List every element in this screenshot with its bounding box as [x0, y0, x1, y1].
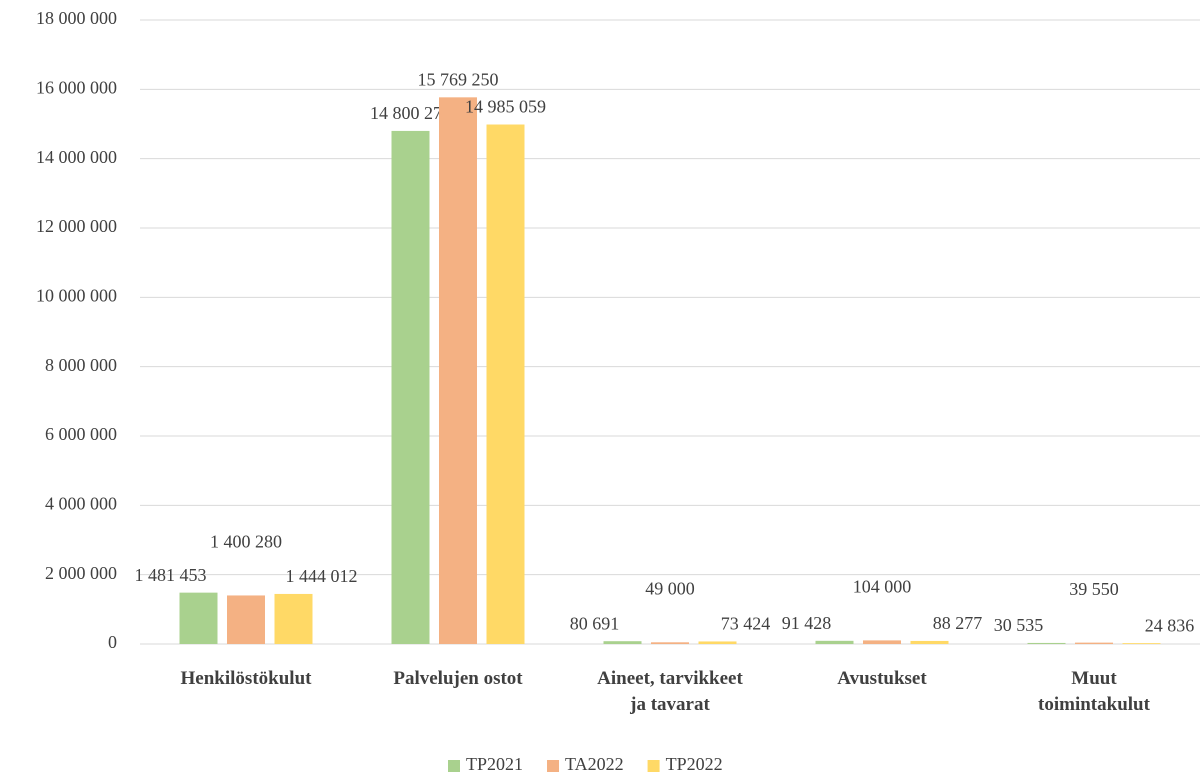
x-tick-label: Aineet, tarvikkeet ja tavarat — [597, 668, 743, 715]
bar — [1122, 643, 1161, 644]
legend-swatch — [547, 760, 560, 772]
legend-label: TP2021 — [466, 754, 523, 774]
x-tick-label: Palvelujen ostot — [393, 668, 523, 689]
y-tick-label: 12 000 000 — [36, 216, 117, 236]
data-label: 88 277 — [933, 613, 983, 633]
data-label: 80 691 — [570, 613, 620, 633]
data-label: 15 769 250 — [418, 69, 499, 89]
y-tick-label: 14 000 000 — [36, 147, 117, 167]
data-label: 1 400 280 — [210, 532, 282, 552]
data-label: 104 000 — [853, 577, 912, 597]
bar — [698, 641, 737, 644]
y-tick-label: 6 000 000 — [45, 424, 117, 444]
bar — [439, 97, 477, 645]
y-tick-label: 8 000 000 — [45, 355, 117, 375]
bar — [486, 124, 525, 645]
bar — [227, 595, 265, 644]
y-tick-label: 10 000 000 — [36, 285, 117, 305]
data-label: 39 550 — [1069, 579, 1119, 599]
y-tick-label: 0 — [108, 632, 117, 652]
bar — [1027, 642, 1066, 644]
y-tick-label: 4 000 000 — [45, 493, 117, 513]
x-tick-label: Avustukset — [837, 668, 927, 689]
data-label: 24 836 — [1145, 615, 1195, 635]
bar — [391, 130, 430, 644]
legend-swatch — [448, 760, 460, 772]
data-label: 91 428 — [782, 613, 832, 633]
y-tick-label: 16 000 000 — [36, 77, 117, 97]
data-label: 30 535 — [994, 615, 1044, 635]
x-tick-label: Muut toimintakulut — [1038, 668, 1150, 715]
data-label: 1 481 453 — [135, 565, 207, 585]
legend-swatch — [647, 760, 660, 772]
data-label: 1 444 012 — [286, 566, 358, 586]
data-label: 14 800 276 — [370, 103, 451, 123]
legend-label: TA2022 — [565, 754, 624, 774]
data-label: 49 000 — [645, 578, 695, 598]
y-tick-label: 18 000 000 — [36, 8, 117, 28]
bar — [274, 593, 313, 644]
bar — [863, 640, 901, 644]
bar — [179, 592, 218, 644]
bar — [910, 640, 949, 644]
x-tick-label: Henkilöstökulut — [180, 668, 312, 689]
legend-label: TP2022 — [666, 754, 723, 774]
bar — [651, 642, 689, 644]
data-label: 73 424 — [721, 614, 771, 634]
data-label: 14 985 059 — [465, 97, 546, 117]
bar — [1075, 642, 1113, 644]
bar — [815, 640, 854, 644]
y-tick-label: 2 000 000 — [45, 563, 117, 583]
bar — [603, 641, 642, 644]
